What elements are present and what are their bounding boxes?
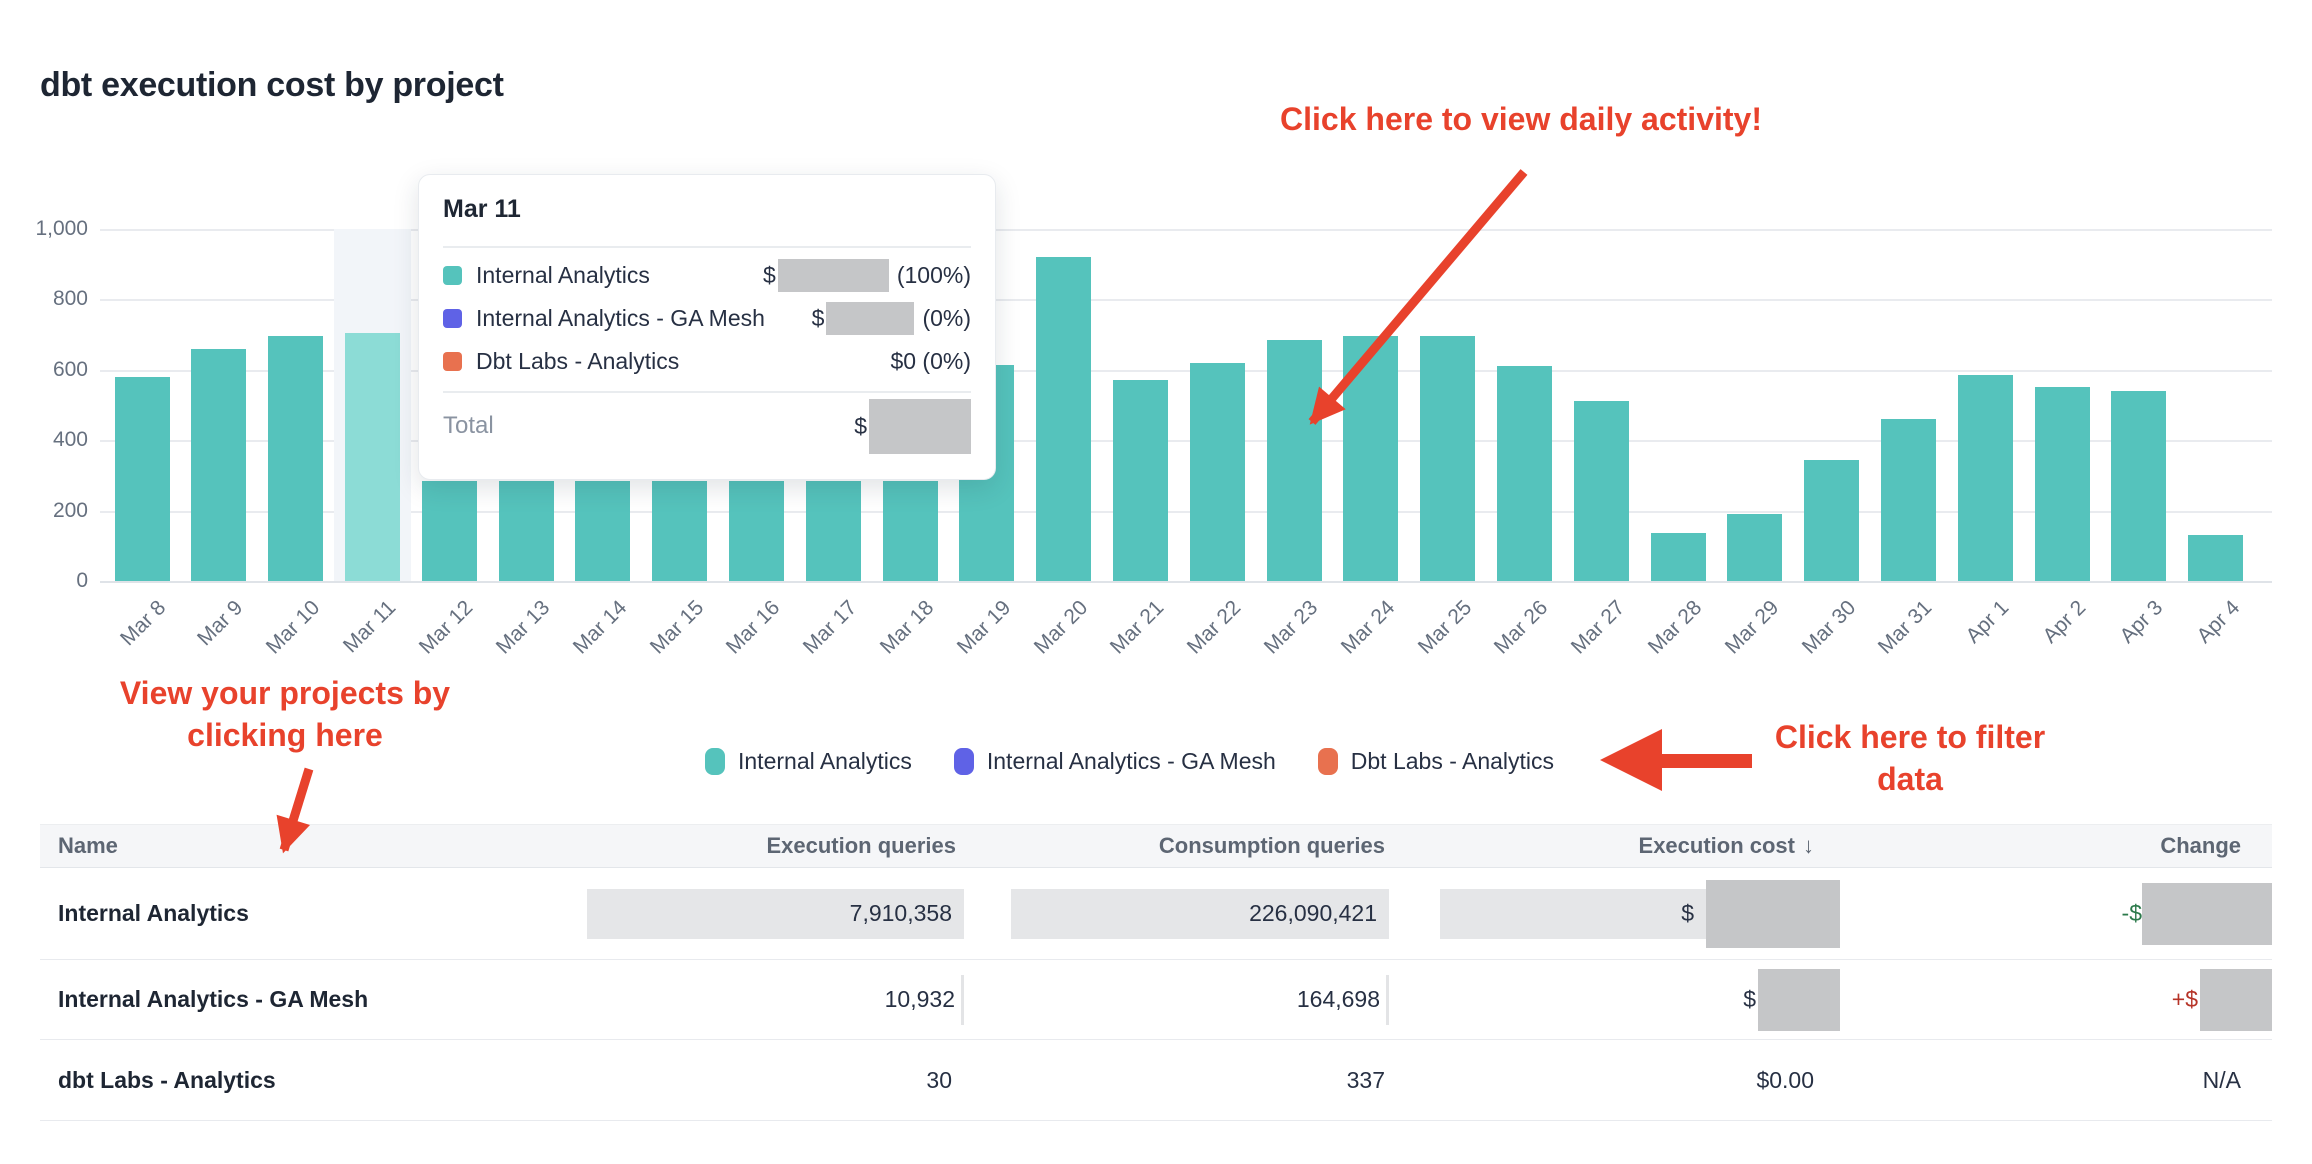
bar-mar-22[interactable] (1189, 362, 1245, 581)
header-execution-queries[interactable]: Execution queries (766, 833, 956, 858)
redacted-value (826, 302, 915, 335)
sort-desc-icon: ↓ (1803, 833, 1814, 858)
y-axis-tick: 800 (52, 287, 88, 311)
legend-swatch-purple (953, 748, 974, 775)
chart-tooltip: Mar 11 Internal Analytics $ (100%) Intern… (418, 174, 996, 480)
bar-mar-29[interactable] (1727, 514, 1783, 581)
header-name[interactable]: Name (58, 833, 118, 858)
y-axis-tick: 0 (76, 569, 88, 592)
tooltip-row-internal-analytics: Internal Analytics $ (100%) (443, 254, 971, 297)
bar-mar-25[interactable] (1420, 336, 1476, 581)
table-row-ga-mesh: Internal Analytics - GA Mesh 10,932 164,… (40, 960, 2272, 1040)
redacted-change (2200, 968, 2272, 1031)
bar-mar-15[interactable] (652, 480, 708, 581)
bar-mar-24[interactable] (1343, 336, 1399, 581)
series-swatch-purple (443, 309, 462, 328)
bar-mar-28[interactable] (1650, 533, 1706, 581)
bar-apr-4[interactable] (2188, 535, 2244, 581)
annotation-filter-data: Click here to filter data (1774, 719, 2046, 797)
tooltip-row-ga-mesh: Internal Analytics - GA Mesh $ (0%) (443, 297, 971, 340)
table-row-dbt-labs: dbt Labs - Analytics 30 337 $0.00 N/A (40, 1040, 2272, 1121)
consumption-queries-bar (1386, 974, 1389, 1025)
bar-mar-31[interactable] (1880, 419, 1936, 581)
tooltip-total-row: Total $ (443, 393, 971, 459)
bar-apr-3[interactable] (2111, 390, 2167, 581)
arrow-filter-head (1600, 729, 1662, 791)
bar-apr-2[interactable] (2034, 387, 2090, 581)
execution-queries-bar: 7,910,358 (587, 888, 964, 939)
consumption-queries-bar: 226,090,421 (1011, 888, 1389, 939)
table-header-row: Name Execution queries Consumption queri… (40, 824, 2272, 868)
redacted-cost (1706, 879, 1840, 948)
legend-item-internal-analytics[interactable]: Internal Analytics (705, 748, 912, 775)
bar-mar-12[interactable] (421, 480, 477, 581)
page-title: dbt execution cost by project (40, 66, 504, 104)
y-axis-tick: 1,000 (35, 217, 88, 240)
bar-mar-26[interactable] (1496, 366, 1552, 581)
change-prefix-positive: +$ (2171, 986, 2198, 1012)
tooltip-divider (443, 246, 971, 248)
bar-mar-16[interactable] (728, 480, 784, 581)
gridline-800 (100, 299, 2272, 302)
gridline-1000 (100, 229, 2272, 231)
bar-mar-14[interactable] (575, 480, 631, 581)
bar-mar-20[interactable] (1036, 257, 1092, 581)
execution-cost-chart: 0 200 400 600 800 1,000 Mar 8 Mar 9 Mar 10 Mar 11… (35, 217, 2272, 658)
y-axis-tick: 600 (52, 357, 88, 381)
bar-mar-30[interactable] (1804, 459, 1860, 581)
tooltip-divider (443, 391, 971, 393)
tooltip-date: Mar 11 (443, 195, 521, 223)
y-axis-tick: 400 (52, 428, 88, 452)
redacted-cost (1758, 968, 1840, 1031)
projects-table: Name Execution queries Consumption queri… (40, 824, 2272, 1121)
project-name[interactable]: Internal Analytics - GA Mesh (58, 986, 369, 1012)
legend-item-ga-mesh[interactable]: Internal Analytics - GA Mesh (953, 748, 1276, 775)
bar-mar-27[interactable] (1573, 401, 1629, 581)
bar-mar-13[interactable] (498, 480, 554, 581)
legend-swatch-orange (1317, 748, 1338, 775)
bar-mar-11[interactable] (344, 332, 400, 581)
redacted-total (869, 398, 971, 454)
header-execution-cost[interactable]: Execution cost ↓ (1638, 833, 1814, 858)
legend-swatch-teal (705, 748, 725, 775)
redacted-change (2142, 882, 2272, 945)
legend-item-dbt-labs[interactable]: Dbt Labs - Analytics (1317, 748, 1554, 775)
project-name[interactable]: dbt Labs - Analytics (58, 1066, 276, 1093)
bar-mar-18[interactable] (882, 480, 938, 581)
execution-cost-bar: $ (1440, 879, 1840, 948)
redacted-value (777, 259, 889, 292)
gridline-0 (100, 581, 2272, 583)
series-swatch-teal (443, 266, 462, 285)
bar-mar-21[interactable] (1112, 380, 1168, 581)
series-swatch-orange (443, 352, 462, 371)
header-consumption-queries[interactable]: Consumption queries (1158, 833, 1385, 858)
change-prefix-negative: -$ (2121, 900, 2142, 926)
bar-mar-17[interactable] (805, 480, 861, 581)
execution-queries-bar (961, 974, 964, 1025)
tooltip-row-dbt-labs: Dbt Labs - Analytics $0 (0%) (443, 340, 971, 383)
bar-mar-23[interactable] (1266, 339, 1322, 581)
gridline-400 (100, 440, 2272, 443)
header-change[interactable]: Change (2160, 833, 2241, 858)
bar-mar-9[interactable] (191, 348, 247, 581)
y-axis-tick: 200 (52, 498, 88, 522)
bar-mar-8[interactable] (114, 376, 170, 581)
project-name[interactable]: Internal Analytics (58, 900, 249, 926)
gridline-200 (100, 510, 2272, 513)
gridline-600 (100, 369, 2272, 372)
annotation-view-projects: View your projects by clicking here (119, 675, 451, 753)
chart-legend: Internal Analytics Internal Analytics - … (705, 748, 1554, 775)
bar-mar-10[interactable] (268, 336, 324, 581)
table-row-internal-analytics: Internal Analytics 7,910,358 226,090,421… (40, 868, 2272, 960)
bar-apr-1[interactable] (1957, 375, 2013, 581)
annotation-daily-activity: Click here to view daily activity! (1280, 101, 1762, 137)
